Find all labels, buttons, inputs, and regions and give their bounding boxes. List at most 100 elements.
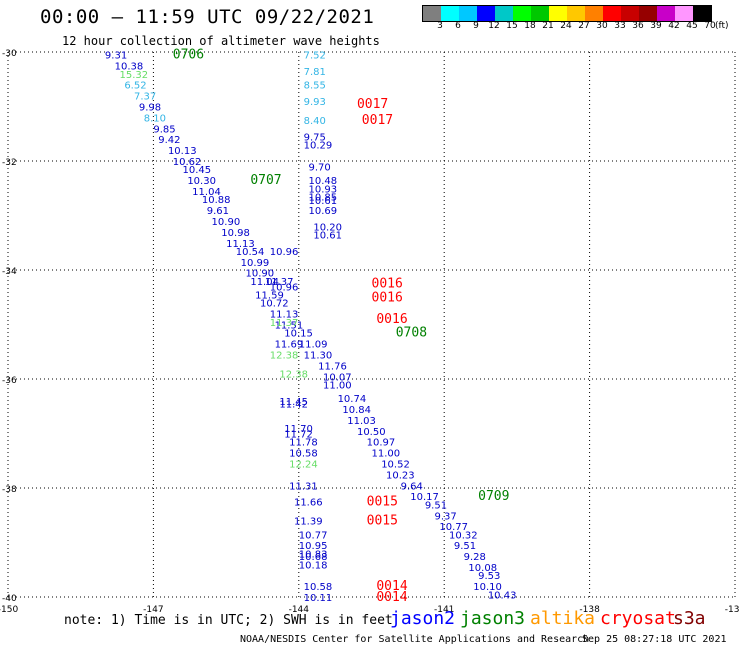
colorbar-swatch — [657, 6, 675, 21]
wave-height-label: 7.37 — [134, 92, 156, 103]
wave-height-label: 11.03 — [347, 416, 376, 427]
wave-height-label: 10.77 — [439, 522, 468, 533]
colorbar-swatch — [513, 6, 531, 21]
x-tick-label: -150 — [0, 605, 18, 615]
colorbar — [422, 5, 712, 22]
wave-height-label: 10.68 — [299, 552, 328, 563]
wave-height-label: 10.45 — [182, 165, 211, 176]
colorbar-label: 70 — [704, 21, 716, 31]
grid — [7, 51, 736, 598]
colorbar-label: 9 — [473, 21, 479, 31]
wave-height-label: 10.96 — [270, 282, 299, 293]
wave-height-label: 10.29 — [304, 141, 333, 152]
wave-height-label: 10.18 — [299, 560, 328, 571]
colorbar-swatch — [423, 6, 441, 21]
wave-height-label: 8.40 — [304, 116, 326, 127]
pass-id-label: 0017 — [357, 97, 388, 112]
wave-height-label: 11.51 — [275, 321, 304, 332]
wave-height-label: 11.42 — [279, 400, 308, 411]
colorbar-label: 42 — [668, 21, 680, 31]
wave-height-label: 11.37 — [270, 318, 299, 329]
wave-height-label: 10.62 — [173, 157, 202, 168]
wave-height-label: 10.30 — [187, 176, 216, 187]
wave-height-label: 9.53 — [478, 571, 500, 582]
wave-height-label: 11.76 — [318, 361, 347, 372]
wave-height-label: 11.00 — [372, 449, 401, 460]
colorbar-swatch — [675, 6, 693, 21]
chart-subtitle: 12 hour collection of altimeter wave hei… — [62, 34, 380, 48]
wave-height-label: 10.10 — [473, 582, 502, 593]
wave-height-label: 10.54 — [236, 247, 265, 258]
colorbar-swatch — [441, 6, 459, 21]
wave-height-label: 9.70 — [308, 162, 330, 173]
wave-height-label: 10.08 — [468, 563, 497, 574]
wave-height-label: 11.13 — [270, 310, 299, 321]
wave-height-label: 9.85 — [153, 124, 175, 135]
wave-height-label: 7.52 — [304, 51, 326, 62]
footer-credit: NOAA/NESDIS Center for Satellite Applica… — [240, 634, 590, 645]
wave-height-label: 10.93 — [308, 184, 337, 195]
wave-height-label: 10.95 — [299, 541, 328, 552]
wave-height-label: 11.69 — [275, 340, 304, 351]
legend-cryosat: cryosat — [600, 608, 676, 629]
colorbar-label: 6 — [455, 21, 461, 31]
wave-height-label: 10.20 — [313, 222, 342, 233]
colorbar-label: 27 — [578, 21, 590, 31]
wave-height-label: 10.83 — [299, 549, 328, 560]
wave-height-label: 8.10 — [144, 113, 166, 124]
legend-note: note: 1) Time is in UTC; 2) SWH is in fe… — [64, 613, 393, 628]
wave-height-label: 15.32 — [119, 70, 148, 81]
wave-height-label: 10.43 — [488, 590, 517, 601]
colorbar-label: 21 — [542, 21, 554, 31]
colorbar-label: 33 — [614, 21, 626, 31]
colorbar-swatch — [639, 6, 657, 21]
wave-height-label: 11.78 — [289, 438, 318, 449]
wave-height-label: 7.81 — [304, 67, 326, 78]
wave-height-label: 9.64 — [401, 481, 423, 492]
colorbar-label: 30 — [596, 21, 608, 31]
wave-height-label: 10.17 — [410, 492, 439, 503]
colorbar-label: 12 — [488, 21, 500, 31]
wave-height-label: 10.99 — [241, 258, 270, 269]
wave-height-label: 10.85 — [308, 192, 337, 203]
wave-height-label: 11.70 — [284, 424, 313, 435]
pass-id-label: 0015 — [367, 495, 398, 510]
colorbar-label: 39 — [650, 21, 662, 31]
wave-height-label: 10.38 — [115, 62, 144, 73]
wave-height-label: 10.96 — [270, 247, 299, 258]
y-tick-label: -34 — [2, 267, 17, 277]
colorbar-swatch — [531, 6, 549, 21]
wave-height-label: 11.39 — [294, 517, 323, 528]
y-tick-label: -32 — [2, 158, 17, 168]
wave-height-label: 9.93 — [304, 97, 326, 108]
wave-height-label: 11.04 — [192, 187, 221, 198]
wave-height-label: 10.13 — [168, 146, 197, 157]
wave-height-label: 10.11 — [304, 593, 333, 604]
pass-id-label: 0014 — [376, 590, 407, 605]
wave-height-label: 10.61 — [313, 231, 342, 242]
wave-height-label: 10.77 — [299, 530, 328, 541]
colorbar-swatch — [477, 6, 495, 21]
wave-height-label: 10.52 — [381, 459, 410, 470]
y-tick-label: -30 — [2, 49, 17, 59]
pass-id-label: 0014 — [376, 579, 407, 594]
wave-height-label: 11.30 — [304, 350, 333, 361]
colorbar-swatch — [549, 6, 567, 21]
colorbar-swatch — [585, 6, 603, 21]
wave-height-label: 10.23 — [386, 470, 415, 481]
pass-id-label: 0708 — [396, 326, 427, 341]
colorbar-swatch — [495, 6, 513, 21]
wave-height-label: 12.38 — [270, 350, 299, 361]
pass-id-label: 0017 — [362, 113, 393, 128]
colorbar-label: 18 — [524, 21, 536, 31]
pass-id-label: 0016 — [372, 290, 403, 305]
x-tick-label: -144 — [289, 605, 310, 615]
pass-id-label: 0709 — [478, 489, 509, 504]
colorbar-swatch — [459, 6, 477, 21]
y-tick-label: -36 — [2, 376, 17, 386]
wave-height-label: 10.74 — [338, 394, 367, 405]
wave-height-label: 9.51 — [425, 500, 447, 511]
wave-height-label: 10.07 — [323, 372, 352, 383]
